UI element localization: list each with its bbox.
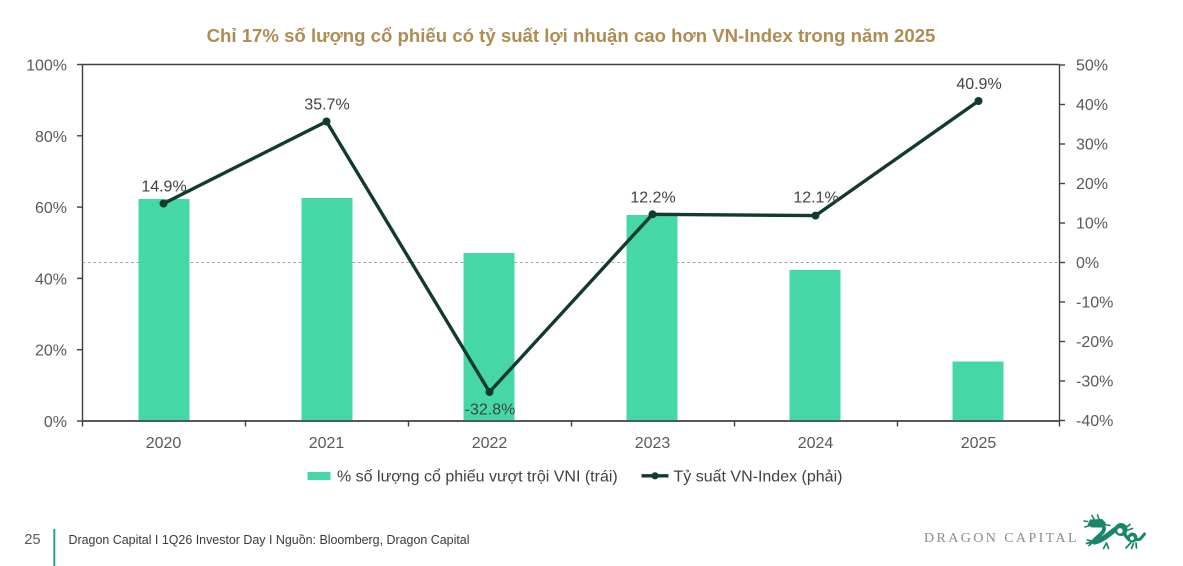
svg-text:Chỉ 17% số lượng cổ phiếu có t: Chỉ 17% số lượng cổ phiếu có tỷ suất lợi… bbox=[207, 25, 936, 46]
svg-text:30%: 30% bbox=[1076, 137, 1108, 154]
svg-text:20%: 20% bbox=[35, 343, 67, 360]
svg-text:2022: 2022 bbox=[472, 435, 508, 452]
svg-text:40%: 40% bbox=[35, 271, 67, 288]
svg-text:2023: 2023 bbox=[635, 435, 671, 452]
svg-text:2024: 2024 bbox=[798, 435, 834, 452]
svg-text:Dragon Capital I 1Q26 Investor: Dragon Capital I 1Q26 Investor Day I Ngu… bbox=[69, 533, 470, 547]
svg-text:DRAGON CAPITAL: DRAGON CAPITAL bbox=[924, 531, 1079, 546]
svg-text:10%: 10% bbox=[1076, 216, 1108, 233]
svg-text:12.1%: 12.1% bbox=[793, 190, 838, 207]
svg-text:-10%: -10% bbox=[1076, 295, 1113, 312]
svg-text:80%: 80% bbox=[35, 129, 67, 146]
svg-text:40%: 40% bbox=[1076, 97, 1108, 114]
svg-text:% số lượng cổ phiếu vượt trội: % số lượng cổ phiếu vượt trội VNI (trái) bbox=[337, 468, 618, 486]
svg-text:0%: 0% bbox=[1076, 255, 1099, 272]
svg-text:-32.8%: -32.8% bbox=[465, 402, 516, 419]
svg-text:50%: 50% bbox=[1076, 58, 1108, 75]
svg-text:20%: 20% bbox=[1076, 176, 1108, 193]
svg-text:2021: 2021 bbox=[309, 435, 345, 452]
svg-text:12.2%: 12.2% bbox=[630, 190, 675, 207]
svg-text:40.9%: 40.9% bbox=[956, 76, 1001, 93]
svg-text:2020: 2020 bbox=[146, 435, 182, 452]
svg-text:-40%: -40% bbox=[1076, 413, 1113, 430]
svg-text:35.7%: 35.7% bbox=[304, 97, 349, 114]
svg-text:60%: 60% bbox=[35, 200, 67, 217]
svg-text:-20%: -20% bbox=[1076, 334, 1113, 351]
svg-text:25: 25 bbox=[24, 532, 40, 548]
svg-text:0%: 0% bbox=[44, 414, 67, 431]
svg-text:2025: 2025 bbox=[961, 435, 997, 452]
svg-text:Tỷ suất VN-Index (phải): Tỷ suất VN-Index (phải) bbox=[674, 469, 843, 486]
svg-text:-30%: -30% bbox=[1076, 374, 1113, 391]
svg-text:100%: 100% bbox=[26, 58, 67, 75]
svg-text:14.9%: 14.9% bbox=[141, 179, 186, 196]
